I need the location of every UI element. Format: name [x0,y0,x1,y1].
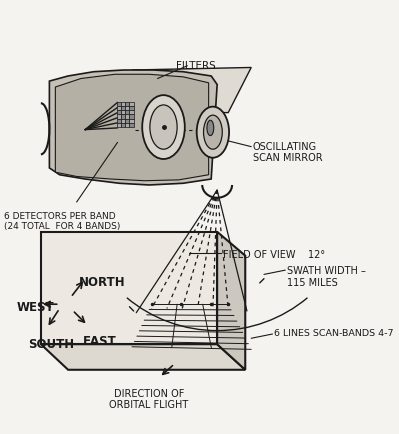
Bar [125,124,129,128]
Bar [117,106,121,111]
Bar [125,102,129,106]
Bar [121,124,125,128]
Polygon shape [132,68,251,113]
Text: 6 LINES SCAN-BANDS 4-7: 6 LINES SCAN-BANDS 4-7 [274,328,394,337]
Bar [121,106,125,111]
Bar [117,111,121,115]
Bar [129,111,134,115]
Ellipse shape [142,96,185,160]
Bar [125,119,129,124]
Polygon shape [217,232,245,370]
Ellipse shape [197,107,229,158]
Ellipse shape [203,116,222,150]
Bar [129,119,134,124]
Text: FILTERS: FILTERS [176,61,216,71]
Bar [129,115,134,119]
Polygon shape [55,75,209,181]
Text: OSCILLATING
SCAN MIRROR: OSCILLATING SCAN MIRROR [253,141,322,163]
Polygon shape [41,345,245,370]
Text: FIELD OF VIEW    12°: FIELD OF VIEW 12° [223,249,325,259]
Bar [129,106,134,111]
Text: EAST: EAST [83,334,117,347]
Text: NORTH: NORTH [79,276,126,289]
Bar [129,124,134,128]
Bar [125,115,129,119]
Polygon shape [41,232,217,345]
Bar [121,102,125,106]
Text: SOUTH: SOUTH [28,337,74,350]
Polygon shape [49,71,217,186]
Bar [117,119,121,124]
Bar [117,124,121,128]
Text: SWATH WIDTH –
115 MILES: SWATH WIDTH – 115 MILES [287,266,366,287]
Bar [121,119,125,124]
Bar [121,115,125,119]
Bar [117,102,121,106]
Bar [121,111,125,115]
Text: WEST: WEST [16,300,54,313]
Text: DIRECTION OF
ORBITAL FLIGHT: DIRECTION OF ORBITAL FLIGHT [109,388,189,409]
Ellipse shape [207,121,214,136]
Text: 6 DETECTORS PER BAND
(24 TOTAL  FOR 4 BANDS): 6 DETECTORS PER BAND (24 TOTAL FOR 4 BAN… [4,211,120,230]
Bar [125,111,129,115]
Bar [125,106,129,111]
Bar [129,102,134,106]
Bar [117,115,121,119]
Ellipse shape [150,106,177,150]
